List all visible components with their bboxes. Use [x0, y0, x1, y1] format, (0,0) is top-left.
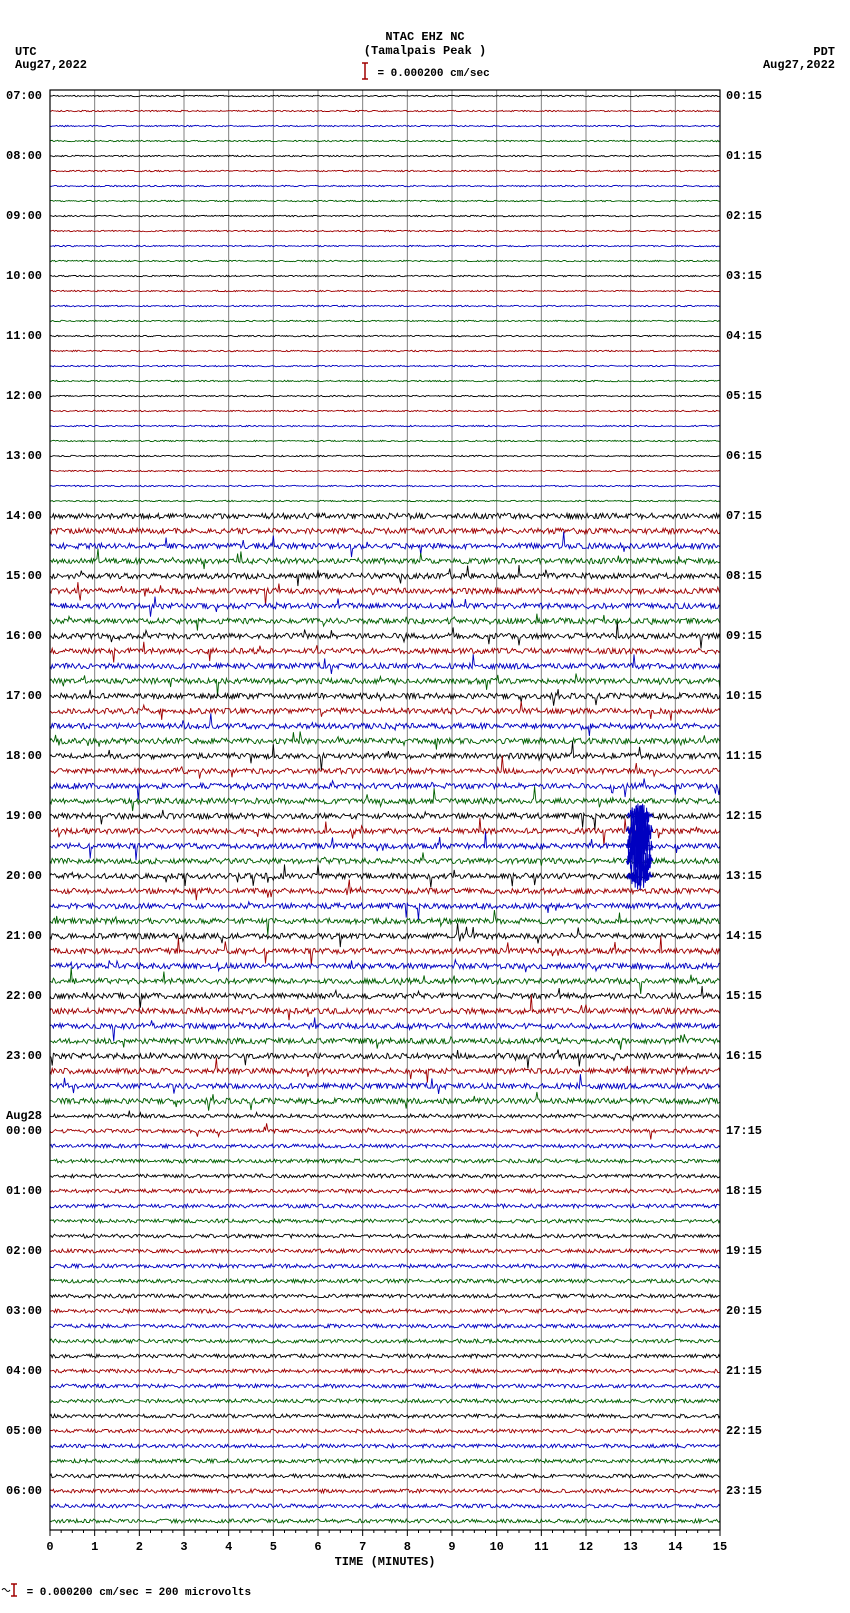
pdt-time-label: 23:15: [726, 1484, 762, 1498]
pdt-time-label: 16:15: [726, 1049, 762, 1063]
utc-time-label: 21:00: [6, 929, 42, 943]
pdt-time-label: 17:15: [726, 1124, 762, 1138]
utc-time-label: 06:00: [6, 1484, 42, 1498]
utc-time-label: 03:00: [6, 1304, 42, 1318]
pdt-time-label: 04:15: [726, 329, 762, 343]
pdt-time-label: 13:15: [726, 869, 762, 883]
utc-time-label: 04:00: [6, 1364, 42, 1378]
utc-time-label: 19:00: [6, 809, 42, 823]
pdt-time-label: 12:15: [726, 809, 762, 823]
utc-time-label: 07:00: [6, 89, 42, 103]
pdt-time-label: 05:15: [726, 389, 762, 403]
svg-text:TIME (MINUTES): TIME (MINUTES): [335, 1555, 436, 1569]
svg-text:9: 9: [448, 1540, 455, 1554]
svg-text:14: 14: [668, 1540, 682, 1554]
utc-time-label: 16:00: [6, 629, 42, 643]
utc-time-label: 09:00: [6, 209, 42, 223]
utc-time-label: 08:00: [6, 149, 42, 163]
utc-time-label: Aug28: [6, 1109, 42, 1123]
utc-time-label: 01:00: [6, 1184, 42, 1198]
svg-text:8: 8: [404, 1540, 411, 1554]
utc-time-label: 00:00: [6, 1124, 42, 1138]
utc-time-label: 23:00: [6, 1049, 42, 1063]
pdt-time-label: 07:15: [726, 509, 762, 523]
svg-text:7: 7: [359, 1540, 366, 1554]
pdt-time-label: 03:15: [726, 269, 762, 283]
utc-time-label: 11:00: [6, 329, 42, 343]
svg-text:12: 12: [579, 1540, 593, 1554]
pdt-time-label: 11:15: [726, 749, 762, 763]
pdt-time-label: 10:15: [726, 689, 762, 703]
svg-text:0: 0: [46, 1540, 53, 1554]
footer-scale: = 0.000200 cm/sec = 200 microvolts: [0, 1583, 251, 1601]
svg-text:4: 4: [225, 1540, 232, 1554]
scale-bar-icon: [0, 1583, 20, 1601]
pdt-time-label: 14:15: [726, 929, 762, 943]
pdt-time-label: 15:15: [726, 989, 762, 1003]
pdt-time-label: 09:15: [726, 629, 762, 643]
pdt-time-label: 02:15: [726, 209, 762, 223]
svg-text:5: 5: [270, 1540, 277, 1554]
svg-text:13: 13: [623, 1540, 637, 1554]
svg-text:6: 6: [314, 1540, 321, 1554]
pdt-time-label: 22:15: [726, 1424, 762, 1438]
svg-text:1: 1: [91, 1540, 98, 1554]
utc-time-label: 18:00: [6, 749, 42, 763]
utc-time-label: 15:00: [6, 569, 42, 583]
pdt-time-label: 19:15: [726, 1244, 762, 1258]
utc-time-label: 13:00: [6, 449, 42, 463]
svg-text:2: 2: [136, 1540, 143, 1554]
utc-time-label: 20:00: [6, 869, 42, 883]
utc-time-label: 05:00: [6, 1424, 42, 1438]
pdt-time-label: 20:15: [726, 1304, 762, 1318]
svg-text:3: 3: [180, 1540, 187, 1554]
pdt-time-label: 06:15: [726, 449, 762, 463]
utc-time-label: 22:00: [6, 989, 42, 1003]
utc-time-label: 12:00: [6, 389, 42, 403]
pdt-time-label: 01:15: [726, 149, 762, 163]
utc-time-label: 10:00: [6, 269, 42, 283]
pdt-time-label: 00:15: [726, 89, 762, 103]
pdt-time-label: 21:15: [726, 1364, 762, 1378]
utc-time-label: 17:00: [6, 689, 42, 703]
utc-time-label: 02:00: [6, 1244, 42, 1258]
svg-text:11: 11: [534, 1540, 548, 1554]
pdt-time-label: 08:15: [726, 569, 762, 583]
seismogram-plot: 0123456789101112131415TIME (MINUTES): [0, 0, 850, 1613]
pdt-time-label: 18:15: [726, 1184, 762, 1198]
utc-time-label: 14:00: [6, 509, 42, 523]
svg-text:10: 10: [489, 1540, 503, 1554]
svg-text:15: 15: [713, 1540, 727, 1554]
